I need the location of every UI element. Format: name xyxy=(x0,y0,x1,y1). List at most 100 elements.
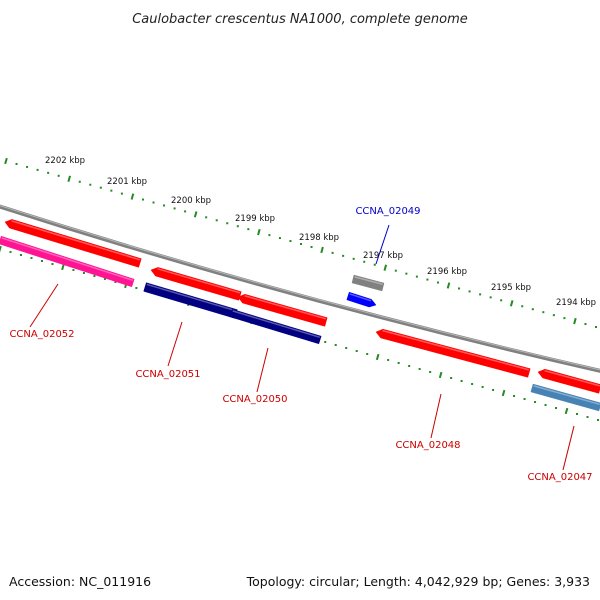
gene-ccna-02050-leader-line xyxy=(256,347,269,393)
ruler-top-tick-26 xyxy=(278,237,281,240)
ruler-top-tick-9 xyxy=(99,186,102,189)
ruler-top-tick-44 xyxy=(468,290,471,293)
ruler-bottom-tick-42 xyxy=(438,371,443,379)
ruler-top-tick-21 xyxy=(226,222,229,225)
ruler-top-tick-4 xyxy=(47,171,50,174)
gene-ccna-02048-feature[interactable] xyxy=(375,328,531,378)
ruler-label-2200: 2200 kbp xyxy=(171,196,211,206)
ruler-bottom-tick-6 xyxy=(61,263,65,271)
ruler-top-tick-8 xyxy=(89,183,92,186)
ruler-top-tick-35 xyxy=(373,263,376,266)
ruler-top-tick-52 xyxy=(552,314,555,317)
gene-ccna-02049b-feature[interactable] xyxy=(351,274,385,292)
gene-ccna-02052-leader-line xyxy=(29,283,59,328)
gene-ccna-02047-feature[interactable] xyxy=(537,368,600,394)
ruler-top-tick-6 xyxy=(67,175,71,182)
ruler-label-2195: 2195 kbp xyxy=(491,283,531,293)
ruler-bottom-tick-1 xyxy=(9,251,12,253)
gene-ccna-02049-feature[interactable] xyxy=(346,291,377,308)
gene-ccna-02048-leader-line xyxy=(430,393,442,439)
ruler-bottom-tick-46 xyxy=(481,386,484,388)
ruler-top-tick-14 xyxy=(152,201,155,204)
gene-ccna-02051b-feature[interactable] xyxy=(143,282,238,319)
ruler-bottom-tick-4 xyxy=(40,260,43,262)
ruler-label-2197: 2197 kbp xyxy=(363,251,403,261)
ruler-top-tick-48 xyxy=(509,300,514,307)
gene-ccna-02047-highlight xyxy=(544,369,600,387)
gene-ccna-02052b-feature[interactable] xyxy=(0,235,135,288)
ruler-bottom-tick-36 xyxy=(375,353,380,361)
gene-ccna-02047b-feature[interactable] xyxy=(530,383,600,412)
ruler-bottom-tick-0 xyxy=(0,245,2,253)
ruler-top-tick-23 xyxy=(247,228,250,231)
ruler-label-2201: 2201 kbp xyxy=(107,177,147,187)
genome-backbone xyxy=(0,204,600,373)
ruler-bottom-tick-8 xyxy=(82,272,85,274)
ruler-bottom-tick-53 xyxy=(555,407,558,409)
ruler-bottom-tick-10 xyxy=(103,278,106,280)
gene-ccna-02049-leader-line xyxy=(375,224,390,265)
gene-ccna-02050-feature[interactable] xyxy=(237,294,328,327)
ruler-bottom-tick-9 xyxy=(93,275,96,277)
ruler-top-tick-39 xyxy=(415,275,418,278)
ruler-bottom-tick-55 xyxy=(576,413,579,415)
genome-backbone-highlight xyxy=(0,205,600,371)
ruler-bottom-tick-52 xyxy=(544,404,547,406)
ruler-top-tick-7 xyxy=(78,180,81,183)
ruler-top-tick-28 xyxy=(300,243,302,245)
map-title: Caulobacter crescentus NA1000, complete … xyxy=(132,12,468,27)
ruler-top-tick-46 xyxy=(489,296,492,299)
ruler-bottom-tick-34 xyxy=(355,350,358,352)
ruler-bottom-tick-39 xyxy=(408,365,411,367)
gene-label-ccna-02049[interactable]: CCNA_02049 xyxy=(355,206,420,217)
ruler-top-tick-29 xyxy=(310,245,313,248)
gene-features xyxy=(0,219,600,471)
ruler-bottom-tick-11 xyxy=(114,281,117,283)
ruler-bottom-tick-50 xyxy=(523,398,526,400)
ruler-top-tick-37 xyxy=(394,269,397,272)
gene-label-ccna-02048[interactable]: CCNA_02048 xyxy=(395,440,460,451)
ruler-bottom-tick-38 xyxy=(397,362,400,364)
gene-ccna-02050b-feature[interactable] xyxy=(229,308,322,345)
ruler-label-2198: 2198 kbp xyxy=(299,233,339,243)
ruler-bottom-tick-3 xyxy=(30,257,33,259)
ruler-top-tick-40 xyxy=(426,278,429,281)
ruler-bottom-tick-56 xyxy=(586,416,589,418)
ruler-top-tick-2 xyxy=(26,165,29,168)
gene-ccna-02052-feature[interactable] xyxy=(4,219,142,268)
ruler-top-tick-30 xyxy=(320,246,324,254)
gene-label-ccna-02050[interactable]: CCNA_02050 xyxy=(222,394,287,405)
gene-ccna-02052-highlight xyxy=(11,220,141,261)
gene-ccna-02047b-highlight xyxy=(533,385,600,406)
ruler-top-tick-33 xyxy=(352,257,355,260)
ruler-top-tick-16 xyxy=(173,207,176,210)
gene-labels: CCNA_02052 CCNA_02051 CCNA_02050 CCNA_02… xyxy=(9,206,592,483)
genome-summary-text: Topology: circular; Length: 4,042,929 bp… xyxy=(246,574,590,589)
gene-label-ccna-02047[interactable]: CCNA_02047 xyxy=(527,472,592,483)
ruler-top-tick-56 xyxy=(595,326,597,328)
ruler-bottom-tick-48 xyxy=(501,389,506,397)
ruler-top-tick-15 xyxy=(163,204,166,207)
gene-ccna-02051-leader-line xyxy=(167,321,183,367)
ruler-bottom-tick-44 xyxy=(460,380,463,382)
gene-ccna-02052b-highlight xyxy=(1,237,134,282)
ruler-bottom-tick-45 xyxy=(471,383,474,385)
ruler-top-tick-53 xyxy=(563,317,566,320)
gene-label-ccna-02051[interactable]: CCNA_02051 xyxy=(135,369,200,380)
ruler-top-tick-43 xyxy=(458,287,461,290)
ruler-top-tick-36 xyxy=(383,264,388,271)
ruler-top-tick-47 xyxy=(500,299,503,302)
ruler-bottom-tick-5 xyxy=(51,263,54,265)
ruler-top-tick-10 xyxy=(110,189,113,192)
ruler-top-tick-27 xyxy=(289,240,292,243)
ruler-top-tick-22 xyxy=(236,225,239,228)
ruler-bottom-tick-35 xyxy=(366,353,369,355)
ruler-bottom-tick-49 xyxy=(513,395,516,397)
gene-ccna-02049b-highlight xyxy=(354,276,383,286)
ruler-bottom-tick-41 xyxy=(429,371,432,373)
ruler-bottom-tick-54 xyxy=(564,407,569,415)
ruler-bottom-tick-7 xyxy=(72,269,75,271)
ruler-top-tick-24 xyxy=(257,228,261,236)
gene-label-ccna-02052[interactable]: CCNA_02052 xyxy=(9,329,74,340)
